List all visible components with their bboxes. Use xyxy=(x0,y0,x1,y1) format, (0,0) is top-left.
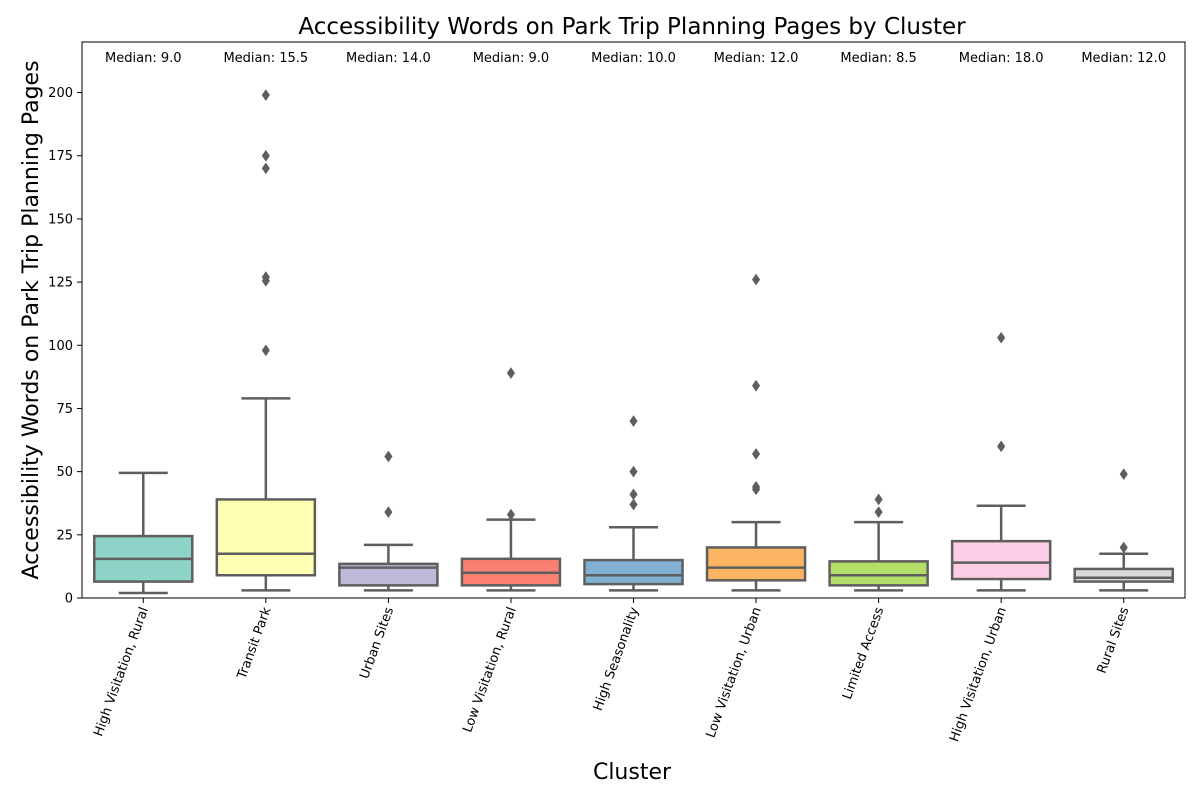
y-tick-label: 100 xyxy=(48,339,73,354)
x-tick-label: Limited Access xyxy=(840,605,887,702)
median-annotation: Median: 12.0 xyxy=(1081,51,1166,66)
y-tick-label: 150 xyxy=(48,212,73,227)
y-tick-label: 125 xyxy=(48,276,73,291)
x-axis-title: Cluster xyxy=(593,760,672,785)
iqr-box xyxy=(1073,567,1174,583)
box-group xyxy=(338,450,439,592)
box-group xyxy=(828,493,929,592)
iqr-box xyxy=(338,562,439,587)
y-tick-label: 50 xyxy=(56,465,73,480)
outlier-point xyxy=(874,506,883,519)
x-tick-label: Low Visitation, Rural xyxy=(460,605,519,734)
outlier-point xyxy=(506,367,516,380)
x-tick-label: High Visitation, Rural xyxy=(91,605,152,738)
outlier-point xyxy=(384,450,393,463)
y-axis-title: Accessibility Words on Park Trip Plannin… xyxy=(19,60,44,579)
outlier-point xyxy=(629,415,638,428)
outlier-point xyxy=(629,498,638,511)
outlier-point xyxy=(261,149,270,162)
plot-area xyxy=(93,89,1174,595)
x-axis: High Visitation, Rural Transit Park Urban … xyxy=(91,598,1133,744)
outlier-point xyxy=(261,89,270,102)
outlier-point xyxy=(997,440,1006,453)
y-axis: 0 25 50 75 100 125 150 175 200 xyxy=(48,86,82,607)
outlier-point xyxy=(874,493,883,506)
x-tick-label: Rural Sites xyxy=(1095,605,1133,676)
outlier-point xyxy=(1119,468,1128,481)
y-tick-label: 0 xyxy=(65,592,73,607)
iqr-box xyxy=(215,498,317,577)
box-group xyxy=(583,415,684,592)
iqr-box xyxy=(705,546,807,582)
outlier-point xyxy=(1119,541,1128,554)
median-annotation: Median: 10.0 xyxy=(591,51,676,66)
outlier-point xyxy=(751,480,761,493)
median-annotation: Median: 12.0 xyxy=(714,51,799,66)
box-group xyxy=(1073,468,1174,592)
y-tick-label: 25 xyxy=(56,528,73,543)
x-tick-label: High Visitation, Urban xyxy=(947,605,1010,744)
iqr-box xyxy=(950,539,1052,581)
median-annotation: Median: 14.0 xyxy=(346,51,431,66)
box-group xyxy=(460,367,562,592)
box-group xyxy=(93,471,194,595)
median-annotation: Median: 8.5 xyxy=(840,51,916,66)
outlier-point xyxy=(997,331,1006,344)
x-tick-label: Low Visitation, Urban xyxy=(704,605,765,740)
x-tick-label: High Seasonality xyxy=(591,605,643,713)
median-annotation: Median: 9.0 xyxy=(105,51,181,66)
outlier-point xyxy=(384,506,393,519)
y-tick-label: 200 xyxy=(48,86,73,101)
iqr-box xyxy=(583,558,684,586)
outlier-point xyxy=(751,379,761,392)
box-group xyxy=(950,331,1052,592)
median-annotation: Median: 18.0 xyxy=(959,51,1044,66)
outlier-point xyxy=(751,273,761,286)
x-tick-label: Transit Park xyxy=(234,605,274,682)
outlier-point xyxy=(629,465,638,478)
outlier-point xyxy=(629,488,638,501)
median-annotation: Median: 15.5 xyxy=(223,51,308,66)
box-group xyxy=(705,273,807,592)
x-tick-label: Urban Sites xyxy=(357,605,397,681)
median-labels: Median: 9.0 Median: 15.5 Median: 14.0 Media… xyxy=(105,51,1166,66)
y-tick-label: 175 xyxy=(48,149,73,164)
outlier-point xyxy=(261,271,270,283)
outlier-point xyxy=(751,448,761,460)
outlier-point xyxy=(261,344,270,357)
chart-title: Accessibility Words on Park Trip Plannin… xyxy=(298,14,966,40)
iqr-box xyxy=(828,560,929,587)
outlier-point xyxy=(261,162,270,175)
outlier-point xyxy=(506,508,516,521)
y-tick-label: 75 xyxy=(56,402,73,417)
box-group xyxy=(215,89,317,592)
median-annotation: Median: 9.0 xyxy=(473,51,549,66)
